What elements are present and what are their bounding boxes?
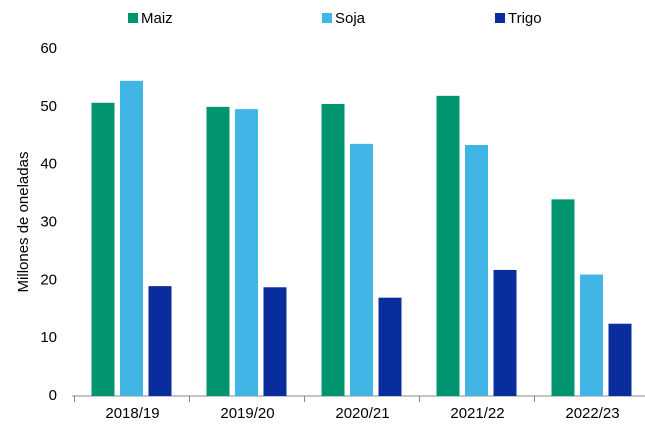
y-tick-label: 40 bbox=[40, 156, 57, 173]
bar bbox=[493, 269, 517, 396]
y-tick-label: 10 bbox=[40, 329, 57, 346]
legend-label: Soja bbox=[335, 10, 366, 27]
legend-label: Trigo bbox=[508, 10, 542, 27]
x-tick-label: 2019/20 bbox=[220, 405, 274, 422]
bar bbox=[91, 102, 115, 396]
bar bbox=[580, 274, 603, 396]
bar bbox=[321, 103, 345, 397]
legend-label: Maiz bbox=[141, 10, 173, 27]
bar bbox=[350, 143, 373, 396]
x-tick-label: 2018/19 bbox=[105, 405, 159, 422]
legend-swatch bbox=[495, 13, 505, 23]
bar bbox=[206, 106, 230, 396]
bar bbox=[608, 323, 632, 396]
x-tick-label: 2021/22 bbox=[450, 405, 504, 422]
x-tick-label: 2020/21 bbox=[335, 405, 389, 422]
y-tick-label: 20 bbox=[40, 271, 57, 288]
bar bbox=[148, 286, 172, 396]
bar bbox=[263, 287, 287, 396]
bar bbox=[465, 145, 488, 396]
bar bbox=[120, 80, 143, 396]
bar bbox=[235, 109, 258, 396]
bar bbox=[436, 95, 460, 396]
y-tick-label: 60 bbox=[40, 40, 57, 57]
legend-swatch bbox=[128, 13, 138, 23]
y-axis-label: Millones de oneladas bbox=[15, 152, 32, 293]
bar bbox=[551, 199, 575, 396]
y-tick-label: 30 bbox=[40, 213, 57, 230]
y-tick-label: 0 bbox=[49, 387, 57, 404]
y-tick-label: 50 bbox=[40, 98, 57, 115]
x-tick-label: 2022/23 bbox=[565, 405, 619, 422]
legend-swatch bbox=[322, 13, 332, 23]
bar bbox=[378, 297, 402, 396]
